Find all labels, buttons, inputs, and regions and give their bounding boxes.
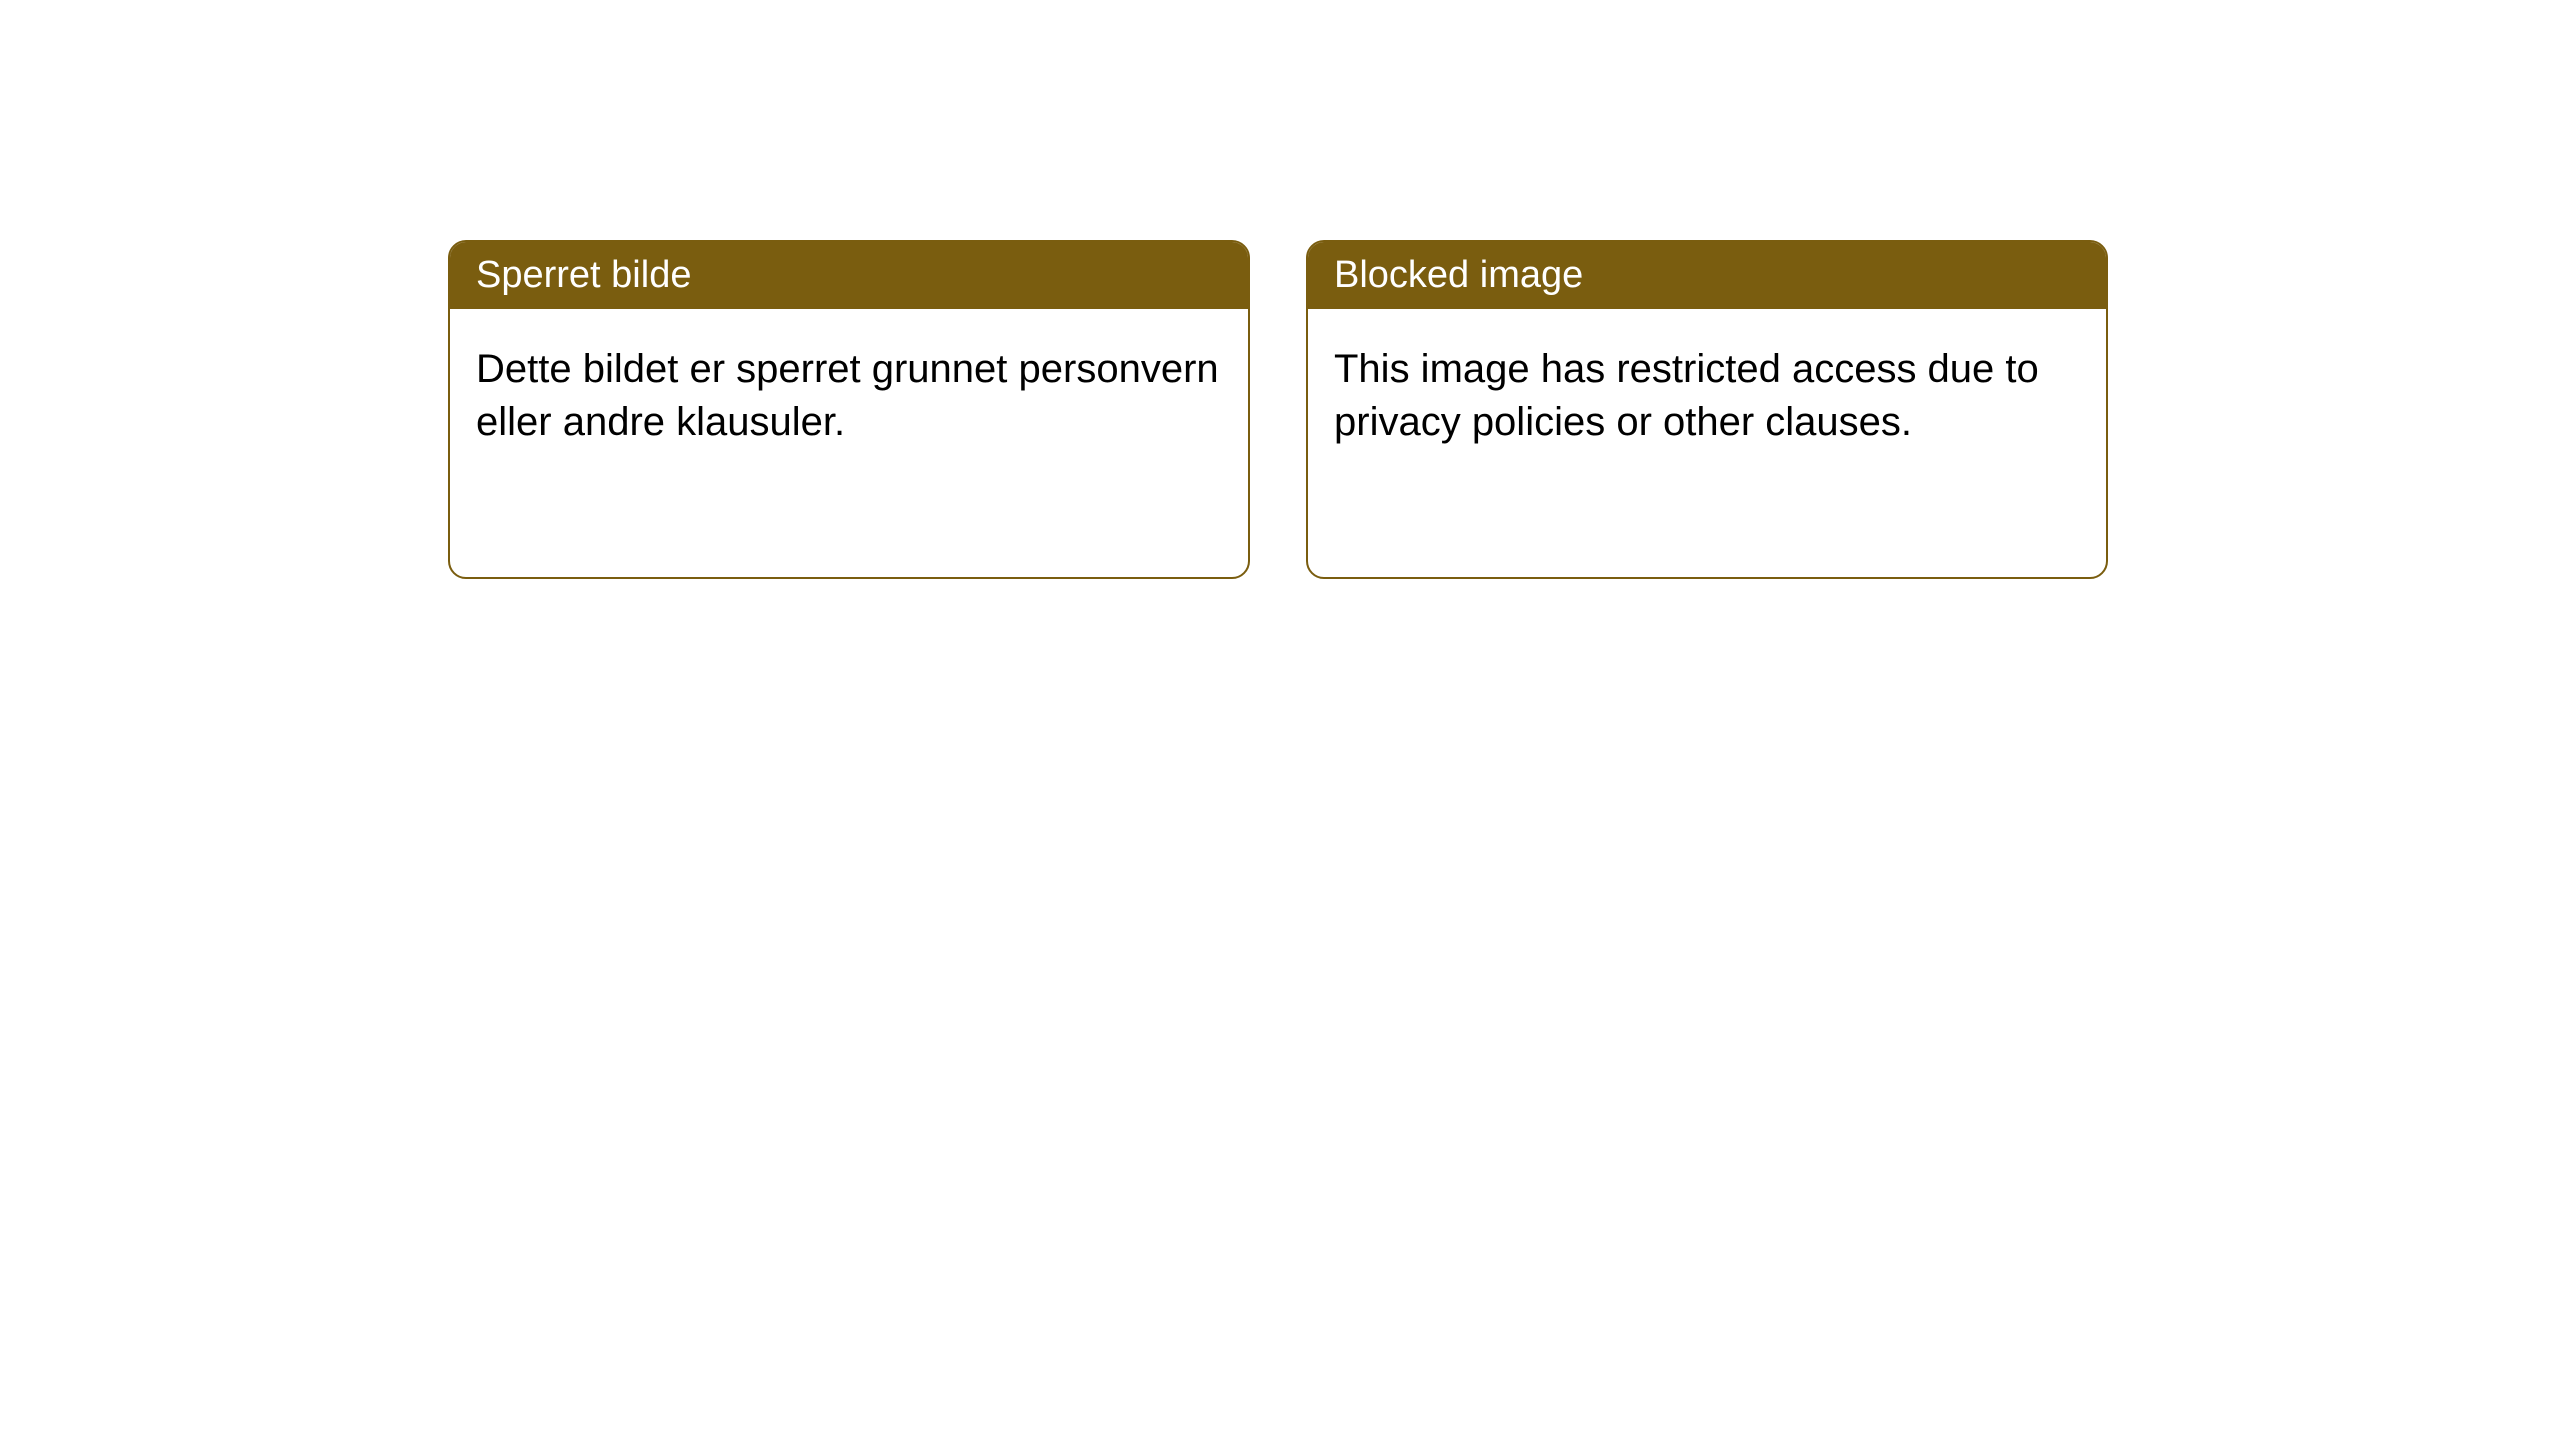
notice-cards-container: Sperret bilde Dette bildet er sperret gr… — [448, 240, 2108, 579]
card-body: Dette bildet er sperret grunnet personve… — [450, 309, 1248, 577]
card-body-text: Dette bildet er sperret grunnet personve… — [476, 347, 1219, 444]
card-header: Blocked image — [1308, 242, 2106, 309]
notice-card-norwegian: Sperret bilde Dette bildet er sperret gr… — [448, 240, 1250, 579]
card-title: Sperret bilde — [476, 254, 691, 296]
card-title: Blocked image — [1334, 254, 1583, 296]
card-header: Sperret bilde — [450, 242, 1248, 309]
card-body: This image has restricted access due to … — [1308, 309, 2106, 577]
card-body-text: This image has restricted access due to … — [1334, 347, 2039, 444]
notice-card-english: Blocked image This image has restricted … — [1306, 240, 2108, 579]
